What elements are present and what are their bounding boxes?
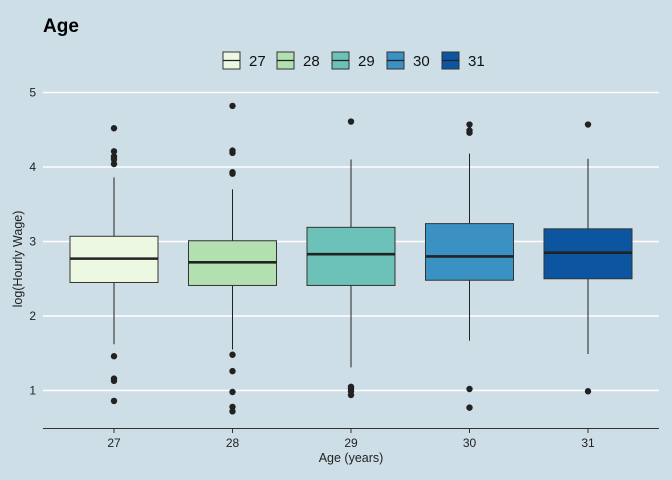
outlier-point [229, 170, 236, 177]
outlier-point [110, 148, 118, 155]
legend-item-29: 29 [331, 51, 375, 70]
y-tick-label: 5 [29, 86, 36, 100]
y-axis-label: log(Hourly Wage) [11, 211, 25, 308]
iqr-box [306, 226, 396, 286]
outlier-point [466, 129, 473, 136]
x-tick-label: 31 [581, 436, 595, 450]
outlier-point [229, 102, 236, 110]
outlier-point [110, 160, 118, 168]
legend: 27 28 29 30 31 [222, 51, 485, 70]
outlier-point [110, 397, 118, 405]
outlier-point [466, 385, 473, 393]
outlier-point [347, 391, 355, 399]
outlier-point [229, 403, 236, 411]
outlier-point [110, 156, 118, 163]
x-tick-label: 30 [463, 436, 477, 450]
box-28 [188, 102, 277, 415]
legend-label: 30 [413, 53, 430, 70]
y-tick-label: 1 [29, 384, 36, 398]
legend-item-28: 28 [276, 51, 320, 70]
outlier-point [229, 388, 236, 396]
outlier-point [229, 408, 236, 415]
legend-item-30: 30 [386, 51, 430, 70]
outlier-point [584, 388, 592, 395]
boxes [69, 102, 633, 415]
x-tick-label: 28 [226, 436, 240, 450]
outlier-point [229, 149, 236, 157]
y-tick-label: 4 [29, 160, 36, 174]
y-tick-label: 3 [29, 235, 36, 249]
outlier-point [584, 121, 592, 128]
iqr-box [425, 223, 514, 281]
legend-label: 29 [358, 53, 375, 70]
x-axis-label: Age (years) [319, 451, 384, 465]
y-axis: 1 2 3 4 5 [29, 86, 36, 398]
box-29 [306, 118, 396, 399]
legend-item-31: 31 [441, 51, 485, 70]
box-31 [543, 121, 633, 395]
outlier-point [110, 125, 118, 132]
x-tick-label: 27 [107, 436, 121, 450]
y-tick-label: 2 [29, 309, 36, 323]
legend-item-27: 27 [222, 51, 266, 70]
outlier-point [229, 351, 236, 358]
box-30 [425, 121, 514, 411]
outlier-point [110, 353, 118, 360]
x-axis: 27 28 29 30 31 [107, 428, 595, 450]
legend-label: 27 [249, 53, 266, 70]
legend-label: 28 [303, 53, 320, 70]
outlier-point [347, 118, 355, 125]
outlier-point [229, 367, 236, 375]
x-tick-label: 29 [344, 436, 358, 450]
outlier-point [466, 121, 473, 128]
chart-title: Age [43, 16, 79, 37]
outlier-point [110, 377, 118, 385]
outlier-point [466, 404, 473, 411]
box-27 [69, 125, 159, 405]
legend-label: 31 [468, 53, 485, 70]
